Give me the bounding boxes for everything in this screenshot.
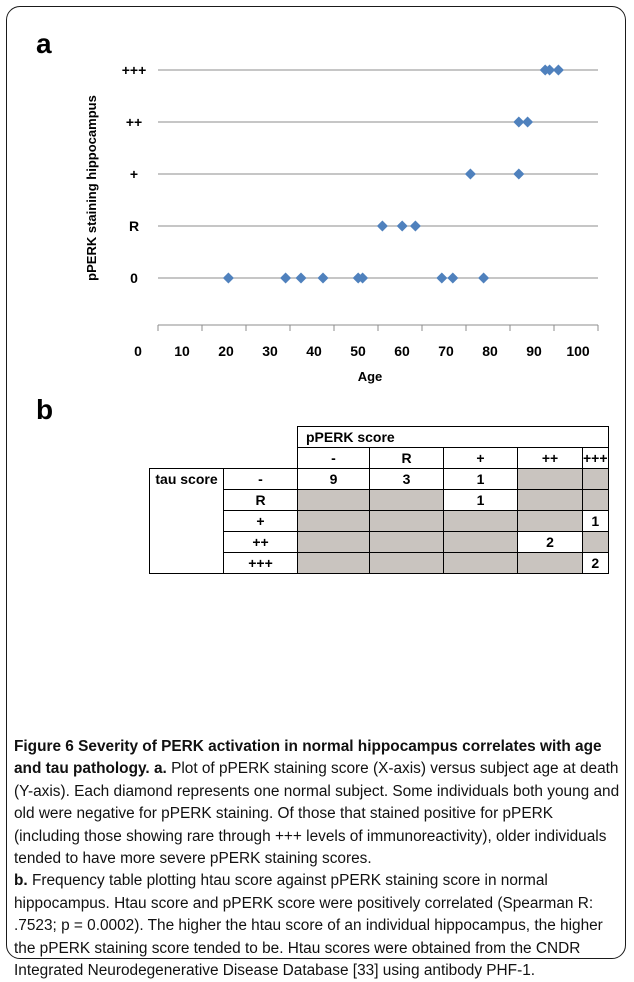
data-point (280, 272, 292, 284)
table-corner (150, 448, 298, 469)
x-tick-label: 40 (306, 343, 322, 359)
y-tick-label: + (130, 166, 138, 182)
table-cell (443, 531, 518, 553)
table-cell (369, 552, 444, 574)
x-tick-label: 90 (526, 343, 542, 359)
table-cell: 9 (297, 468, 370, 490)
data-point (436, 272, 448, 284)
x-tick-label: 20 (218, 343, 234, 359)
data-point (222, 272, 234, 284)
table-cell: 3 (369, 468, 444, 490)
data-point (513, 168, 525, 180)
data-point (544, 64, 556, 76)
caption-a-label: a. (153, 760, 167, 778)
y-axis-label: pPERK staining hippocampus (84, 95, 99, 281)
table-cell (369, 531, 444, 553)
table-row-header: tau score (149, 468, 224, 574)
data-point (295, 272, 307, 284)
data-point (447, 272, 459, 284)
data-point (464, 168, 476, 180)
y-tick-label: ++ (126, 114, 142, 130)
frequency-table: pPERK score - R + ++ +++ tau score -9 3 1 R 1 +1 ++ 2 +… (149, 426, 609, 574)
data-point (357, 272, 369, 284)
y-tick-label: R (129, 218, 139, 234)
table-cell (517, 552, 583, 574)
table-cell (443, 510, 518, 532)
x-tick-label: 80 (482, 343, 498, 359)
x-tick-label: 10 (174, 343, 190, 359)
data-point (317, 272, 329, 284)
table-column-header: - (297, 447, 370, 469)
table-row-label: ++ (223, 531, 298, 553)
table-cell (369, 489, 444, 511)
y-tick-labels: 0R++++++ (122, 62, 147, 286)
data-point (478, 272, 490, 284)
data-point (522, 116, 534, 128)
table-row-label: + (223, 510, 298, 532)
table-column-header: R (369, 447, 444, 469)
table-cell (443, 552, 518, 574)
table-cell (582, 489, 609, 511)
table-cell (517, 510, 583, 532)
table-row-label: - (223, 468, 298, 490)
x-tick-label: 30 (262, 343, 278, 359)
caption-b-text: Frequency table plotting htau score agai… (14, 872, 603, 980)
y-tick-label: +++ (122, 62, 147, 78)
x-tick-label: 50 (350, 343, 366, 359)
table-cell (369, 510, 444, 532)
table-cell (297, 552, 370, 574)
caption-a-text: Plot of pPERK staining score (X-axis) ve… (14, 760, 620, 868)
table-row-label: +++ (223, 552, 298, 574)
table-cell: 2 (582, 552, 609, 574)
x-axis-label: Age (358, 369, 383, 384)
table-cell: 2 (517, 531, 583, 553)
figure-caption: Figure 6 Severity of PERK activation in … (14, 736, 620, 982)
table-corner (150, 427, 298, 448)
data-point (552, 64, 564, 76)
table-cell: 1 (582, 510, 609, 532)
table-cell (517, 489, 583, 511)
table-row-label: R (223, 489, 298, 511)
y-tick-label: 0 (130, 270, 138, 286)
panel-b-label: b (36, 394, 54, 425)
table-cell (582, 531, 609, 553)
table-header-title: pPERK score (297, 426, 609, 448)
x-tick-label: 70 (438, 343, 454, 359)
table-cell (517, 468, 583, 490)
x-tick-label: 60 (394, 343, 410, 359)
data-point (513, 116, 525, 128)
table-cell (297, 510, 370, 532)
table-column-header: ++ (517, 447, 583, 469)
table-column-header: +++ (582, 447, 609, 469)
scatter-chart: 0R++++++ 0 10 20 30 40 50 60 70 80 90 100 Age pPER… (84, 62, 599, 384)
table-cell (297, 531, 370, 553)
x-tick-labels: 0 10 20 30 40 50 60 70 80 90 100 (134, 343, 590, 359)
table-cell: 1 (443, 468, 518, 490)
x-tick-label: 0 (134, 343, 142, 359)
panel-a-label: a (36, 28, 52, 59)
table-cell (582, 468, 609, 490)
table-cell (297, 489, 370, 511)
table-column-header: + (443, 447, 518, 469)
x-tick-label: 100 (566, 343, 590, 359)
data-point (396, 220, 408, 232)
data-point (409, 220, 421, 232)
gridlines (158, 69, 598, 279)
x-axis (157, 324, 599, 331)
data-point (376, 220, 388, 232)
caption-b-label: b. (14, 872, 28, 890)
figure-frame (6, 6, 626, 959)
caption-title: Figure 6 Severity of PERK activation in … (14, 738, 602, 778)
table-cell: 1 (443, 489, 518, 511)
data-points (222, 64, 564, 284)
